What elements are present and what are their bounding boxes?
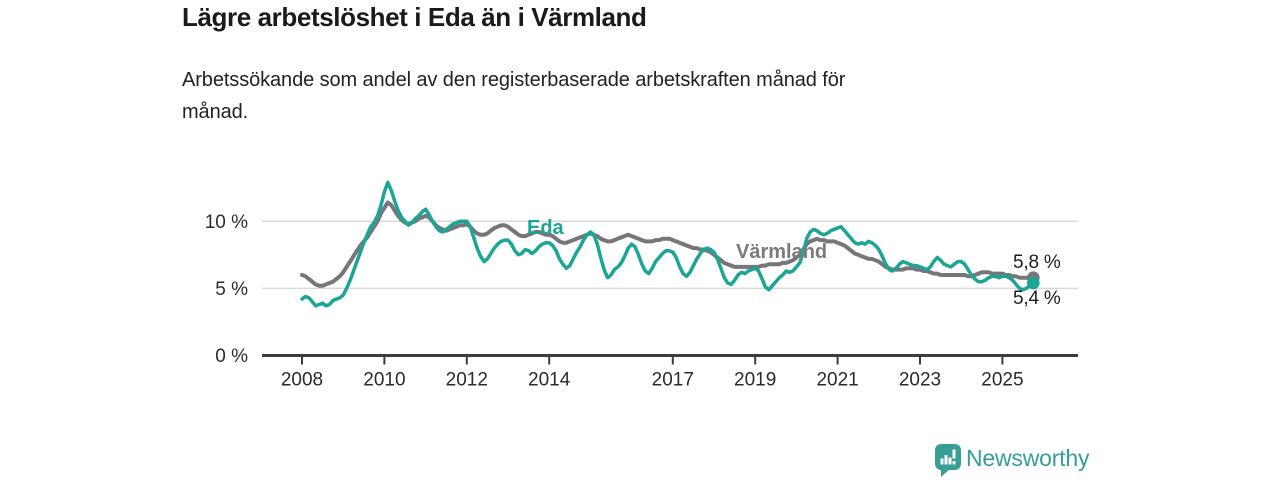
newsworthy-logo-icon [935, 444, 961, 477]
line-eda [300, 180, 1036, 308]
x-tick-label: 2012 [446, 370, 488, 391]
x-tick-label: 2019 [734, 370, 776, 391]
series-label-eda: Eda [527, 217, 564, 239]
newsworthy-wordmark: Newsworthy [966, 445, 1090, 471]
x-tick-label: 2014 [528, 370, 571, 391]
line-värmland [300, 200, 1036, 288]
newsworthy-logo [935, 443, 967, 479]
end-dot-eda [1027, 276, 1040, 290]
y-tick-label: 0 % [215, 346, 248, 367]
end-value-varmland: 5,8 % [1013, 252, 1061, 273]
x-tick-label: 2017 [652, 370, 694, 391]
x-tick-label: 2025 [981, 370, 1023, 391]
x-tick-label: 2010 [363, 370, 405, 391]
x-tick-label: 2023 [899, 370, 941, 391]
page-title: Lägre arbetslöshet i Eda än i Värmland [182, 2, 647, 32]
x-tick-label: 2008 [281, 370, 323, 391]
chart-subtitle: Arbetssökande som andel av den registerb… [182, 69, 846, 123]
y-tick-label: 5 % [215, 279, 248, 300]
series-label-varmland: Värmland [736, 241, 828, 263]
y-tick-label: 10 % [205, 212, 248, 233]
x-tick-label: 2021 [816, 370, 858, 391]
end-value-eda: 5,4 % [1013, 288, 1061, 309]
